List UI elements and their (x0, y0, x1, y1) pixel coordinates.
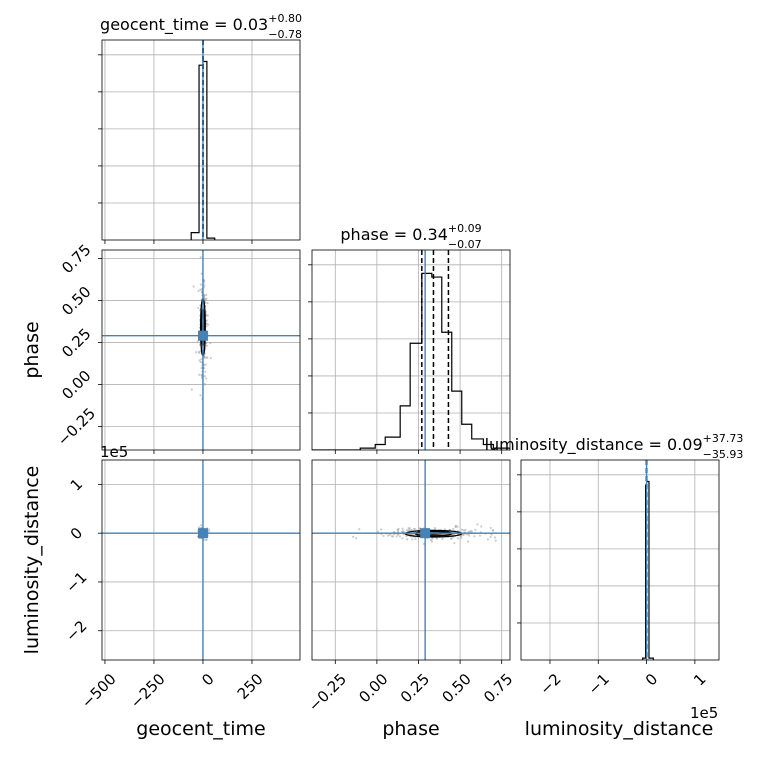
title-text: phase = 0.34+0.09 (340, 222, 481, 244)
x-tick-label: 0.75 (480, 670, 516, 706)
title-text: geocent_time = 0.03+0.80 (100, 12, 302, 35)
y-axis-label-phase: phase (21, 321, 43, 378)
x-tick-label: −250 (127, 670, 169, 712)
y-tick-label: 0 (67, 524, 86, 543)
histogram-panel-geocent_time: geocent_time = 0.03+0.80−0.78 (98, 12, 302, 241)
truth-point (420, 528, 431, 539)
panel-frame (101, 39, 301, 241)
x-axis-phase: −0.25 0.00 0.25 0.50 0.75 phase (305, 660, 516, 740)
y-axis-phase: −0.250.00 0.25 0.50 0.75 phase (21, 241, 102, 450)
x-axis-label-luminosity_distance: luminosity_distance (525, 718, 714, 740)
x-tick-label: −500 (78, 670, 120, 712)
x-tick-label: 0.00 (355, 670, 391, 706)
histogram-panel-luminosity_distance: luminosity_distance = 0.09+37.73−35.93 (485, 432, 744, 661)
y-offset-label: 1e5 (100, 443, 128, 461)
x-tick-label: 1 (690, 670, 709, 689)
panel-frame (311, 459, 511, 661)
x-tick-label: −0.25 (305, 670, 350, 715)
y-tick-label: 0.75 (58, 241, 94, 277)
scatter-panel-geocent_time-phase (101, 249, 301, 451)
title-sub: −35.93 (703, 448, 744, 461)
truth-point (197, 528, 208, 539)
x-tick-label: 0.25 (397, 670, 433, 706)
x-axis-label-geocent_time: geocent_time (136, 718, 265, 740)
x-tick-label: 0 (642, 670, 661, 689)
panel-frame (101, 249, 301, 451)
y-tick-label: −2 (62, 617, 90, 645)
truth-point (197, 330, 208, 341)
x-tick-label: 0 (198, 670, 217, 689)
scatter-panel-geocent_time-luminosity_distance (101, 459, 301, 661)
panel-title-geocent_time: geocent_time = 0.03+0.80−0.78 (100, 12, 302, 41)
panel-frame (101, 459, 301, 661)
y-tick-label: −0.25 (54, 404, 99, 449)
y-tick-label: −1 (62, 568, 90, 596)
x-tick-label: 250 (234, 670, 267, 703)
histogram-panel-phase: phase = 0.34+0.09−0.07 (308, 222, 511, 451)
y-axis-luminosity_distance: −2 −1 0 1 luminosity_distance (21, 466, 102, 655)
panel-frame (311, 249, 511, 451)
histogram-phase (312, 272, 510, 450)
y-tick-label: 1 (67, 475, 86, 494)
title-text: luminosity_distance = 0.09+37.73 (485, 432, 744, 455)
x-tick-label: −1 (585, 670, 613, 698)
panel-title-luminosity_distance: luminosity_distance = 0.09+37.73−35.93 (485, 432, 744, 461)
y-tick-label: 0.25 (58, 325, 94, 361)
scatter-panel-phase-luminosity_distance (311, 459, 511, 661)
panel-title-phase: phase = 0.34+0.09−0.07 (340, 222, 481, 251)
title-sub: −0.78 (268, 28, 302, 41)
panel-frame (520, 459, 720, 661)
y-axis-label-luminosity_distance: luminosity_distance (21, 466, 43, 655)
x-axis-luminosity_distance: −2 −1 0 1 luminosity_distance (525, 660, 714, 740)
y-tick-label: 0.50 (58, 283, 94, 319)
x-offset-label: 1e5 (690, 704, 718, 722)
x-tick-label: 0.50 (438, 670, 474, 706)
x-tick-label: −2 (536, 670, 564, 698)
x-axis-label-phase: phase (382, 718, 439, 740)
y-tick-label: 0.00 (58, 367, 94, 403)
title-sub: −0.07 (448, 238, 482, 251)
x-axis-geocent_time: −500 −250 0 250 geocent_time (78, 660, 267, 740)
